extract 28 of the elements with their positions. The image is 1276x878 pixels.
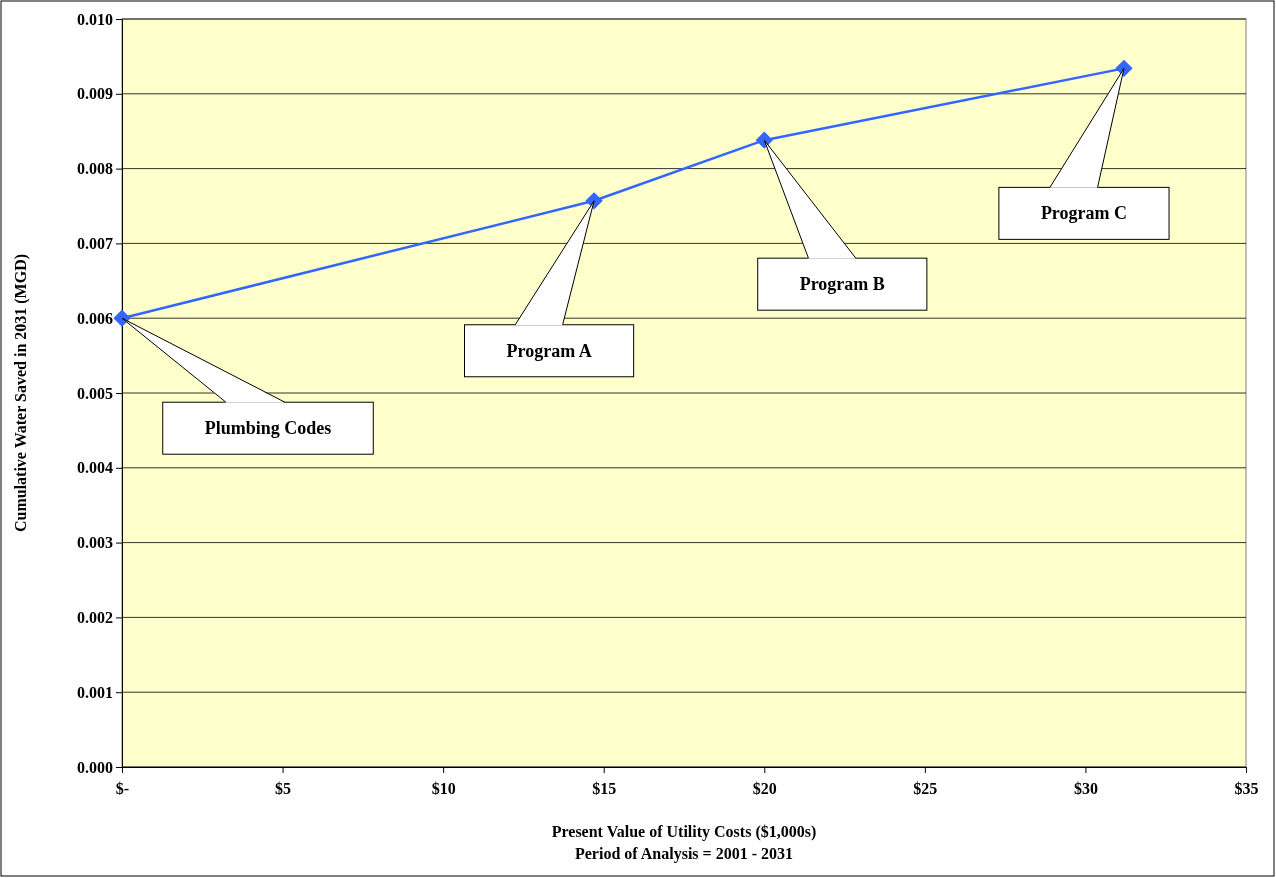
annotation: Program A xyxy=(506,340,592,361)
x-tick-label: $35 xyxy=(1234,779,1259,797)
y-tick-label: 0.002 xyxy=(77,609,113,627)
y-tick-label: 0.009 xyxy=(77,85,113,103)
y-axis-title: Cumulative Water Saved in 2031 (MGD) xyxy=(12,253,30,533)
x-tick-label: $15 xyxy=(592,779,617,797)
y-tick-label: 0.001 xyxy=(77,683,113,701)
annotation: Program C xyxy=(1040,203,1128,224)
x-tick-label: $10 xyxy=(431,779,456,797)
x-tick-label: $5 xyxy=(275,779,292,797)
x-tick-label: $30 xyxy=(1073,779,1098,797)
annotation: Plumbing Codes xyxy=(204,418,332,439)
y-tick-label: 0.010 xyxy=(77,10,113,28)
point xyxy=(1115,59,1133,77)
y-tick-label: 0.003 xyxy=(77,534,113,552)
y-tick-label: 0.007 xyxy=(77,235,113,253)
y-tick-label: 0.008 xyxy=(77,160,113,178)
y-tick-label: 0.000 xyxy=(77,758,113,776)
x-tick-label: $20 xyxy=(752,779,777,797)
y-tick-label: 0.006 xyxy=(77,309,113,327)
annotation: Program B xyxy=(799,274,885,295)
x-tick-label: $- xyxy=(115,779,130,797)
point xyxy=(113,309,131,327)
x-axis-title: Present Value of Utility Costs ($1,000s) Period of Analysis = 2001 - 2031 xyxy=(551,823,817,863)
y-tick-label: 0.005 xyxy=(77,384,113,402)
x-tick-label: $25 xyxy=(913,779,938,797)
point xyxy=(755,131,773,149)
y-tick-label: 0.004 xyxy=(77,459,113,477)
